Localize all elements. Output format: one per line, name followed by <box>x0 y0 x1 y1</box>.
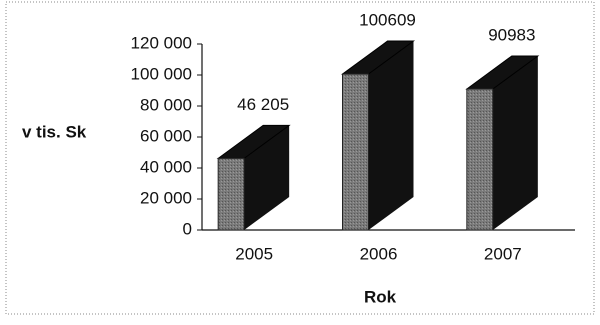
x-tick-label: 2006 <box>360 244 398 263</box>
y-axis-label: v tis. Sk <box>22 122 87 141</box>
bar-side <box>244 125 290 230</box>
y-tick-label: 120 000 <box>131 33 192 52</box>
y-tick-label: 0 <box>183 219 192 238</box>
y-tick-label: 80 000 <box>140 95 192 114</box>
bar-side <box>368 41 414 231</box>
bar <box>342 73 369 231</box>
y-tick-label: 20 000 <box>140 188 192 207</box>
bar <box>217 157 245 231</box>
value-label: 100609 <box>359 11 416 30</box>
x-tick-label: 2005 <box>235 244 273 263</box>
y-tick-label: 40 000 <box>140 157 192 176</box>
y-tick-label: 100 000 <box>131 64 192 83</box>
x-tick-label: 2007 <box>484 244 522 263</box>
value-label: 90983 <box>488 25 535 44</box>
bar-side <box>492 55 538 230</box>
bar <box>466 88 494 231</box>
y-tick-label: 60 000 <box>140 126 192 145</box>
x-axis-label: Rok <box>364 287 397 306</box>
chart-frame <box>5 1 595 315</box>
value-label: 46 205 <box>237 95 289 114</box>
